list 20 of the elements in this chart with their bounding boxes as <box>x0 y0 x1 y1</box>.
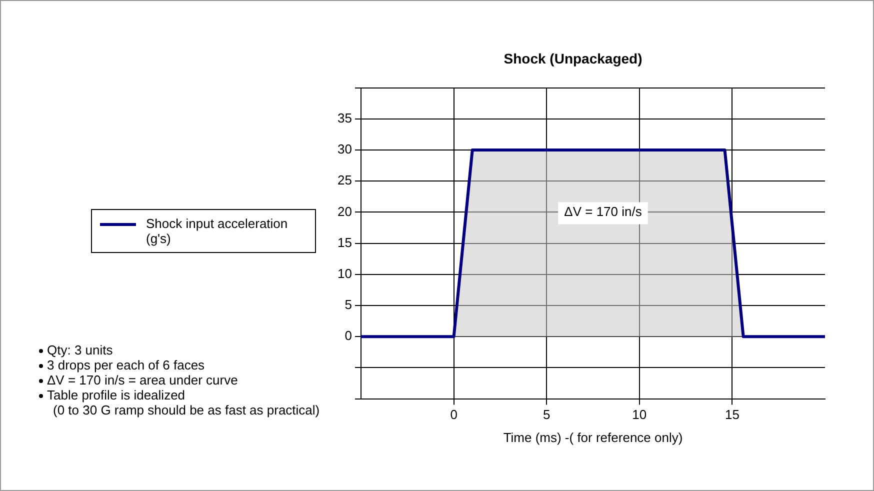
text: Table profile is idealized (0 to 30 G ramp should be as fast as practical) <box>47 388 320 418</box>
text: ΔV = 170 in/s = area under curve <box>47 372 238 388</box>
x-axis-title: Time (ms) -( for reference only) <box>503 430 683 445</box>
y-tick-label: 35 <box>338 110 352 126</box>
y-tick-label: 30 <box>338 142 352 157</box>
y-tick-label: 0 <box>344 328 352 344</box>
x-tick-label: 5 <box>542 407 550 422</box>
x-tick-label: 10 <box>632 407 647 422</box>
y-tick-label: 5 <box>344 297 352 312</box>
x-tick-label: 0 <box>450 407 458 422</box>
legend-label: Shock input acceleration (g's) <box>146 216 289 246</box>
text: 3 drops per each of 6 faces <box>47 358 206 373</box>
y-tick-label: 10 <box>338 266 352 281</box>
x-tick-label: 15 <box>724 407 740 422</box>
y-tick-label: 20 <box>338 204 352 219</box>
text: Qty: 3 units <box>47 342 114 358</box>
chart-title: Shock (Unpackaged) <box>504 50 642 66</box>
y-tick-label: 15 <box>338 234 352 250</box>
y-tick-label: 25 <box>338 172 352 188</box>
annotation: ΔV = 170 in/s <box>564 204 642 219</box>
